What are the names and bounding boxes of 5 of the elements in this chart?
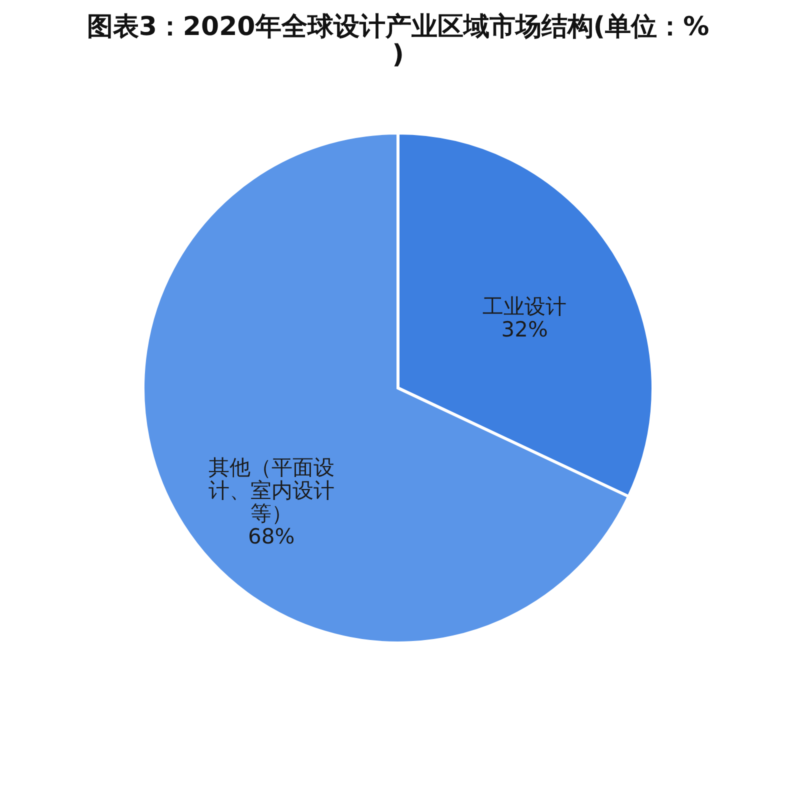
chart-title: 图表3：2020年全球设计产业区域市场结构(单位：%) — [86, 12, 710, 70]
slice-label: 工业设计 — [482, 294, 567, 319]
data-label: 32% — [501, 318, 548, 342]
data-label: 68% — [248, 524, 295, 548]
slice-label: 其他（平面设计、室内设计等） — [208, 455, 334, 526]
